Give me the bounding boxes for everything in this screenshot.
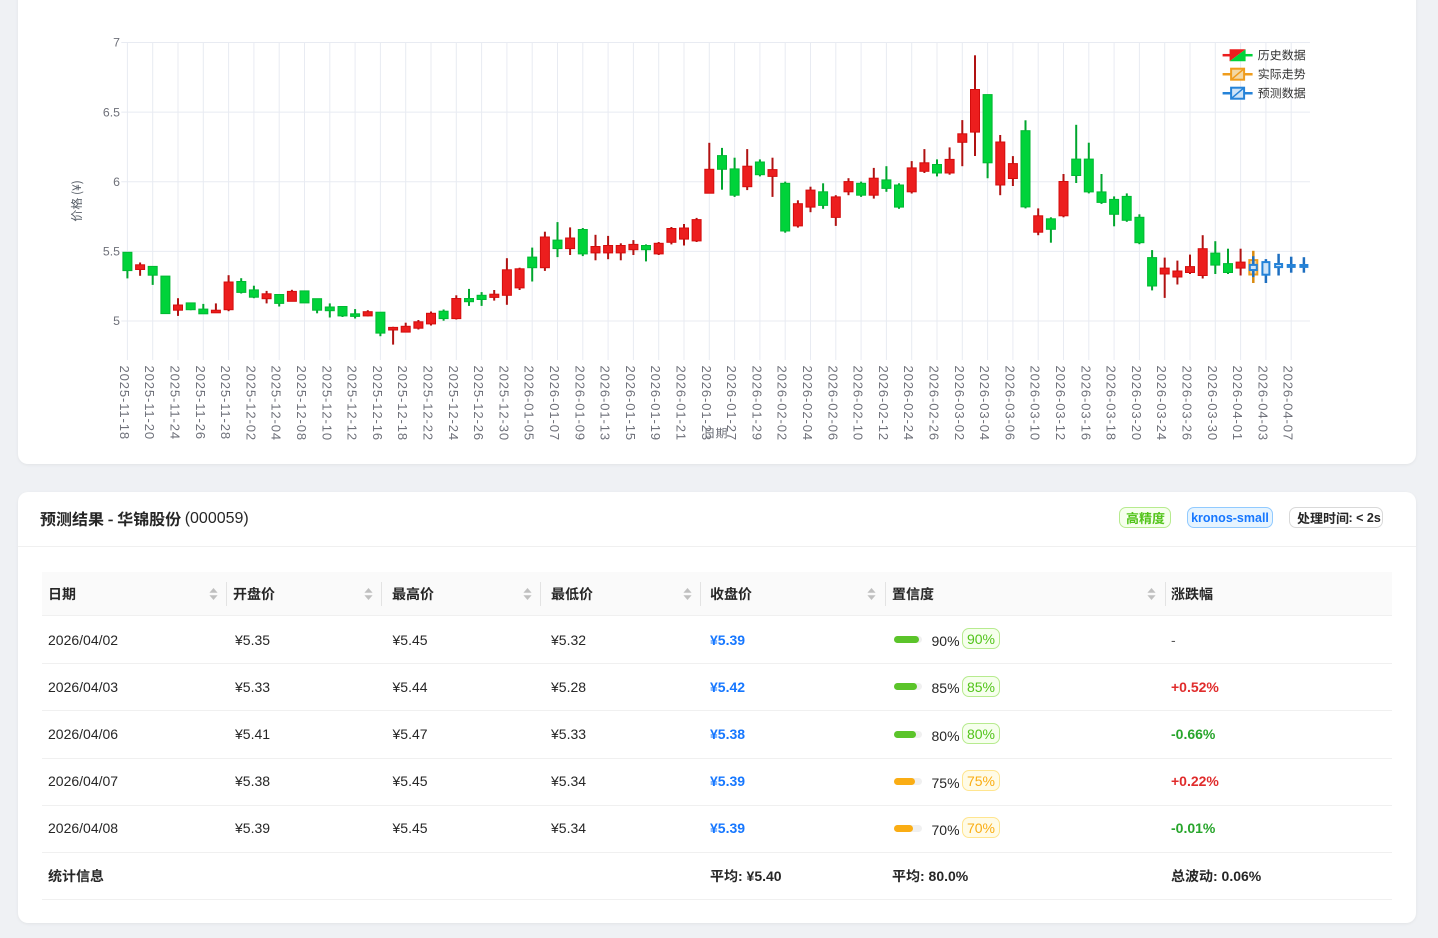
- svg-text:2026-03-02: 2026-03-02: [951, 366, 966, 442]
- svg-text:2025-12-16: 2025-12-16: [369, 366, 384, 442]
- svg-text:2026-01-27: 2026-01-27: [724, 366, 739, 442]
- svg-text:2026-03-04: 2026-03-04: [977, 366, 992, 442]
- svg-text:2025-12-10: 2025-12-10: [319, 366, 334, 442]
- svg-text:2026-01-23: 2026-01-23: [698, 366, 713, 442]
- svg-text:2026-03-26: 2026-03-26: [1179, 366, 1194, 442]
- svg-text:2026-03-12: 2026-03-12: [1053, 366, 1068, 442]
- svg-text:5: 5: [113, 314, 120, 328]
- svg-text:2026-03-20: 2026-03-20: [1128, 366, 1143, 442]
- svg-text:2026-03-18: 2026-03-18: [1103, 366, 1118, 442]
- svg-text:2025-12-08: 2025-12-08: [294, 366, 309, 442]
- svg-text:2026-02-04: 2026-02-04: [800, 366, 815, 442]
- svg-text:2026-02-02: 2026-02-02: [774, 366, 789, 442]
- svg-text:2026-04-07: 2026-04-07: [1280, 366, 1295, 442]
- svg-text:2025-11-26: 2025-11-26: [192, 366, 207, 441]
- svg-text:5.5: 5.5: [102, 245, 119, 259]
- svg-text:2026-02-12: 2026-02-12: [875, 366, 890, 442]
- svg-text:2026-01-05: 2026-01-05: [521, 366, 536, 442]
- svg-text:2026-02-26: 2026-02-26: [926, 366, 941, 442]
- svg-text:2026-03-16: 2026-03-16: [1078, 366, 1093, 442]
- svg-text:2026-02-06: 2026-02-06: [825, 366, 840, 442]
- svg-text:2026-02-10: 2026-02-10: [850, 366, 865, 442]
- svg-text:2025-12-26: 2025-12-26: [471, 366, 486, 442]
- svg-text:2025-11-20: 2025-11-20: [142, 366, 157, 441]
- svg-text:2026-01-07: 2026-01-07: [547, 366, 562, 442]
- svg-text:2025-12-18: 2025-12-18: [395, 366, 410, 442]
- svg-text:2025-12-04: 2025-12-04: [268, 366, 283, 442]
- svg-text:2026-01-29: 2026-01-29: [749, 366, 764, 442]
- svg-text:2026-04-01: 2026-04-01: [1230, 366, 1245, 442]
- svg-text:7: 7: [113, 36, 120, 50]
- svg-text:2026-04-03: 2026-04-03: [1255, 366, 1270, 442]
- svg-text:6.5: 6.5: [102, 105, 119, 119]
- svg-text:2026-03-24: 2026-03-24: [1154, 366, 1169, 442]
- svg-text:2026-01-13: 2026-01-13: [597, 366, 612, 442]
- svg-text:2025-12-30: 2025-12-30: [496, 366, 511, 442]
- svg-text:2025-12-22: 2025-12-22: [420, 366, 435, 442]
- svg-text:2025-12-02: 2025-12-02: [243, 366, 258, 442]
- svg-text:2026-01-15: 2026-01-15: [622, 366, 637, 442]
- svg-text:2025-11-18: 2025-11-18: [116, 366, 131, 441]
- svg-text:2026-03-10: 2026-03-10: [1027, 366, 1042, 442]
- svg-text:2025-12-24: 2025-12-24: [445, 366, 460, 442]
- svg-text:2026-03-30: 2026-03-30: [1204, 366, 1219, 442]
- svg-text:6: 6: [113, 175, 120, 189]
- svg-text:2026-02-24: 2026-02-24: [901, 366, 916, 442]
- svg-text:2026-03-06: 2026-03-06: [1002, 366, 1017, 442]
- svg-text:2025-11-28: 2025-11-28: [218, 366, 233, 441]
- svg-text:2025-11-24: 2025-11-24: [167, 366, 182, 441]
- svg-text:2026-01-19: 2026-01-19: [648, 366, 663, 442]
- svg-text:2025-12-12: 2025-12-12: [344, 366, 359, 442]
- svg-text:2026-01-09: 2026-01-09: [572, 366, 587, 442]
- svg-text:2026-01-21: 2026-01-21: [673, 366, 688, 442]
